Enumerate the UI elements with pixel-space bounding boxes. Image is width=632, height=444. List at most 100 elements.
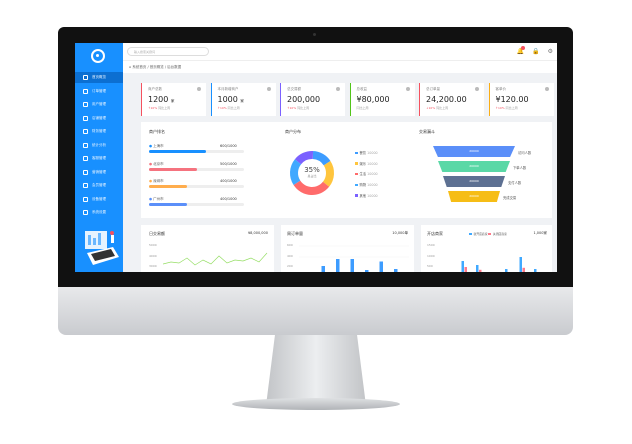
sidebar-item-label: 店铺管理: [92, 115, 106, 120]
group-panel-title: 开店商家: [427, 231, 443, 236]
sidebar-item-label: 系统设置: [92, 210, 106, 214]
legend-item: 新开店商家: [473, 232, 488, 236]
group-panel-total: 1,000家: [533, 231, 547, 235]
sidebar-item[interactable]: 会员管理: [75, 180, 123, 191]
bar-closed: [522, 267, 525, 272]
menu-icon: [83, 129, 88, 134]
y-tick: 4000: [149, 254, 157, 258]
sidebar-item[interactable]: 订单管理: [75, 86, 123, 97]
bar-closed: [464, 267, 467, 272]
line-panel-title: 日交易额: [149, 231, 165, 236]
illustration: [85, 231, 119, 265]
monitor-stand: [266, 335, 366, 403]
stat-card: 总交易额 200,000 ↑10% 同比上周: [280, 83, 345, 116]
stat-value: ¥120.00: [495, 95, 529, 104]
legend-item: 关闭店商家: [492, 232, 507, 236]
stat-trend: ↑10%: [148, 106, 158, 110]
progress-label: ● 深圳市: [149, 179, 164, 183]
sidebar-item[interactable]: 店铺管理: [75, 113, 123, 124]
funnel-label: 完成交易: [503, 196, 517, 200]
stat-trend: ↓10%: [426, 106, 436, 110]
progress-bar: [149, 185, 244, 188]
sidebar-item-label: 统计分析: [92, 142, 106, 147]
sidebar-item[interactable]: 用户管理: [75, 99, 123, 110]
stat-value: ¥80,000: [356, 95, 390, 104]
y-tick: 3000: [149, 264, 157, 268]
info-icon[interactable]: [197, 87, 201, 91]
progress-label: ● 广州市: [149, 196, 164, 201]
stat-card: 商户总数 1200 家 ↑10% 同比上周: [141, 83, 206, 116]
stat-value: 24,200.00: [426, 95, 467, 104]
sidebar-item-label: 用户管理: [92, 102, 106, 106]
grouped-bar-chart: [461, 257, 537, 272]
donut-slice: [290, 159, 302, 186]
y-tick: 200: [287, 264, 293, 268]
stat-value: 200,000: [287, 95, 321, 104]
bar: [321, 266, 325, 272]
stat-note: 同比上周: [297, 106, 310, 110]
sidebar-item[interactable]: 系统设置: [75, 207, 123, 218]
progress-bar: [149, 150, 244, 153]
breadcrumb-item[interactable]: / 首页概览: [147, 65, 164, 69]
bar-new: [476, 265, 479, 272]
bar-new: [505, 269, 508, 272]
stat-title: 客单价: [495, 87, 507, 91]
donut-chart: [290, 151, 334, 195]
sidebar-item[interactable]: 财务管理: [75, 126, 123, 137]
stat-card: 总收益 ¥80,000 同比上周: [349, 83, 415, 116]
menu-icon: [83, 142, 88, 148]
notification-icon[interactable]: 🔔: [516, 46, 525, 55]
donut-slice: [322, 160, 334, 187]
menu-icon: [83, 183, 88, 188]
stat-trend: ↑10%: [217, 106, 227, 110]
sidebar-item-label: 首页概览: [92, 75, 106, 79]
search-input[interactable]: 输入搜索关键词: [127, 47, 209, 56]
lock-icon[interactable]: 🔒: [532, 48, 540, 55]
info-icon[interactable]: [336, 87, 340, 91]
info-icon[interactable]: [544, 87, 549, 91]
progress-label: ● 北京市: [149, 161, 164, 166]
sidebar-item[interactable]: 设备管理: [75, 194, 123, 205]
y-tick: 500: [427, 264, 433, 268]
progress-title: 商户排名: [149, 129, 165, 134]
line-series: [163, 252, 268, 266]
info-icon[interactable]: [475, 87, 479, 91]
bar-new: [519, 257, 522, 272]
sidebar-item[interactable]: 客服管理: [75, 153, 123, 164]
bar: [394, 269, 398, 272]
breadcrumb-item[interactable]: 系统首页: [132, 65, 147, 69]
camera: [313, 33, 316, 36]
progress-bar: [149, 202, 244, 206]
line-chart: [163, 252, 268, 266]
y-tick: 1500: [427, 243, 435, 247]
progress-value: 500/1000: [220, 161, 237, 166]
sidebar-item-label: 营销管理: [92, 169, 106, 174]
donut-legend-item: 餐饮 10000: [355, 150, 378, 155]
stat-unit: 家: [240, 99, 244, 103]
stat-trend: ↑10%: [287, 106, 297, 110]
info-icon[interactable]: [405, 87, 410, 91]
progress-bar: [149, 167, 244, 171]
stat-note: 同比上周: [505, 106, 518, 110]
sidebar-item-label: 会员管理: [92, 183, 106, 187]
stat-value: 1000: [217, 95, 238, 104]
info-icon[interactable]: [266, 87, 271, 91]
gear-icon[interactable]: ⚙: [547, 48, 553, 55]
sidebar-item[interactable]: 首页概览: [75, 72, 123, 83]
sidebar-item-label: 订单管理: [92, 88, 106, 93]
notification-badge: [520, 46, 525, 50]
sidebar-item[interactable]: 营销管理: [75, 167, 123, 178]
donut-slice: [294, 151, 314, 165]
dashboard-screen: 首页概览订单管理用户管理店铺管理财务管理统计分析客服管理营销管理会员管理设备管理…: [75, 43, 557, 272]
stat-card: 客单价 ¥120.00 ↑10% 同比上周: [488, 83, 554, 116]
donut-slice: [312, 151, 331, 166]
middle-panel: 商户排名 ● 上海市 600/1000 ● 北京市 500/1000 ● 深圳市 400/…: [141, 122, 552, 218]
menu-icon: [83, 196, 88, 202]
bar-panel: 周订单量 10,000单 600 400 200: [281, 225, 414, 272]
top-bar: 输入搜索关键词 🔔 🔒 ⚙: [123, 43, 557, 61]
sidebar-item[interactable]: 统计分析: [75, 140, 123, 151]
stat-title: 总收益: [356, 87, 368, 91]
stat-unit: 家: [170, 99, 175, 103]
stat-trend: ↑10%: [495, 106, 505, 110]
logo-icon: [91, 49, 105, 63]
